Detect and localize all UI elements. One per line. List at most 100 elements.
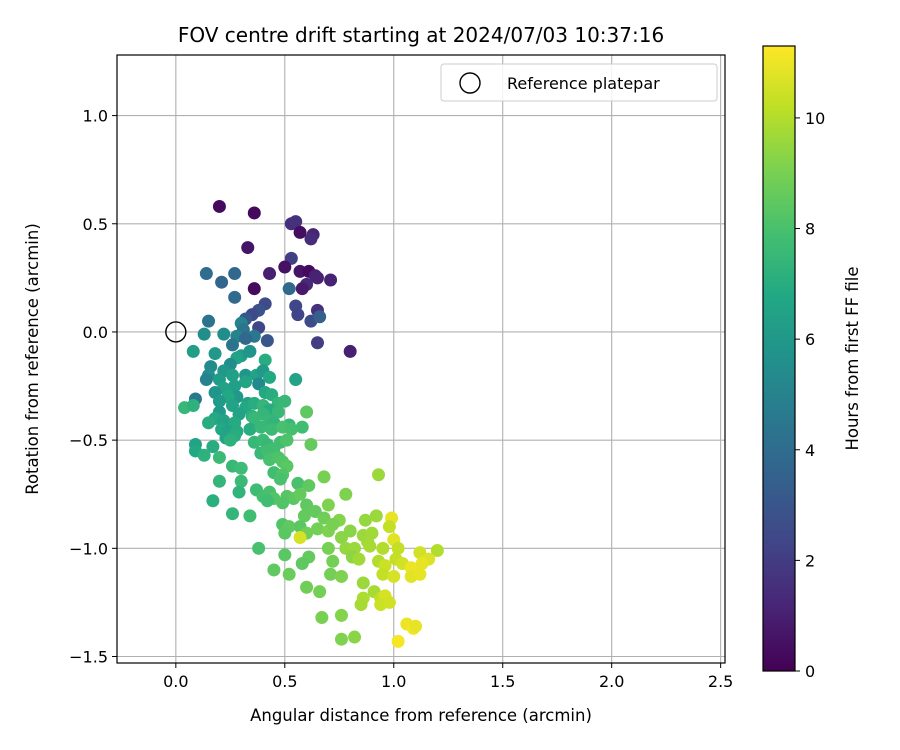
data-point: [295, 282, 309, 296]
data-point: [212, 450, 226, 464]
data-point: [225, 507, 239, 521]
data-point: [376, 567, 390, 581]
data-point: [228, 290, 242, 304]
data-point: [352, 552, 366, 566]
legend-label-reference: Reference platepar: [507, 74, 660, 93]
x-axis-label: Angular distance from reference (arcmin): [250, 706, 592, 725]
data-point: [334, 569, 348, 583]
data-point: [284, 422, 298, 436]
y-axis-label: Rotation from reference (arcmin): [23, 223, 42, 495]
data-point: [243, 422, 257, 436]
data-point: [263, 267, 277, 281]
data-point: [241, 241, 255, 255]
colorbar: 0 2 4 6 8 10 Hours from first FF file: [762, 45, 862, 681]
data-point: [212, 474, 226, 488]
data-point: [321, 541, 335, 555]
data-point: [273, 472, 287, 486]
data-point: [334, 632, 348, 646]
data-point: [409, 619, 423, 633]
grid: [117, 55, 725, 663]
data-point: [300, 580, 314, 594]
y-tick-label: 0.0: [83, 323, 108, 342]
data-point: [217, 327, 231, 341]
data-point: [282, 282, 296, 296]
data-point: [243, 509, 257, 523]
data-point: [212, 394, 226, 408]
data-point: [278, 260, 292, 274]
data-point: [415, 556, 429, 570]
data-point: [358, 513, 372, 527]
data-point: [339, 487, 353, 501]
legend-marker-reference: [459, 72, 481, 94]
data-point: [313, 310, 327, 324]
data-point: [354, 598, 368, 612]
data-point: [302, 479, 316, 493]
data-point: [291, 308, 305, 322]
x-tick-label: 1.0: [381, 672, 406, 691]
data-point: [293, 531, 307, 545]
data-point: [199, 267, 213, 281]
data-point: [271, 405, 285, 419]
y-tick-label: −1.0: [69, 539, 108, 558]
data-point: [324, 273, 338, 287]
data-point: [372, 468, 386, 482]
data-point: [223, 433, 237, 447]
data-point: [382, 520, 396, 534]
reference-platepar-marker: [165, 321, 187, 343]
data-point: [265, 422, 279, 436]
data-point: [321, 498, 335, 512]
data-point: [215, 275, 229, 289]
data-point: [387, 569, 401, 583]
data-point: [263, 370, 277, 384]
data-point: [334, 531, 348, 545]
data-point: [343, 344, 357, 358]
data-point: [291, 476, 305, 490]
data-point: [348, 630, 362, 644]
data-point: [310, 336, 324, 350]
data-point: [289, 373, 303, 387]
y-tick-label: −1.5: [69, 648, 108, 667]
data-point: [293, 487, 307, 501]
data-point: [232, 485, 246, 499]
y-tick-label: 1.0: [83, 107, 108, 126]
data-point: [186, 399, 200, 413]
data-point: [317, 470, 331, 484]
x-tick-label: 0.5: [272, 672, 297, 691]
data-point: [197, 448, 211, 462]
data-point: [258, 353, 272, 367]
data-point: [413, 567, 427, 581]
data-point: [260, 334, 274, 348]
colorbar-tick-label: 6: [805, 330, 815, 349]
y-tick-label: −0.5: [69, 431, 108, 450]
data-point: [212, 199, 226, 213]
data-point: [260, 494, 274, 508]
legend: Reference platepar: [440, 63, 718, 102]
colorbar-label: Hours from first FF file: [843, 266, 862, 450]
colorbar-tick-label: 10: [805, 109, 825, 128]
data-point: [228, 379, 242, 393]
colorbar-tick-label: 8: [805, 220, 815, 239]
x-tick-label: 1.5: [490, 672, 515, 691]
data-point: [202, 314, 216, 328]
x-tick-label: 2.5: [708, 672, 733, 691]
data-point: [326, 554, 340, 568]
data-point: [239, 331, 253, 345]
data-point: [382, 595, 396, 609]
y-tick-label: 0.5: [83, 215, 108, 234]
data-point: [186, 344, 200, 358]
colorbar-tick-label: 2: [805, 551, 815, 570]
data-point: [276, 496, 290, 510]
colorbar-tick-label: 0: [805, 662, 815, 681]
data-point: [297, 509, 311, 523]
data-point: [282, 567, 296, 581]
data-point: [208, 347, 222, 361]
data-point: [206, 440, 220, 454]
data-point: [376, 541, 390, 555]
data-point: [295, 420, 309, 434]
data-point: [228, 267, 242, 281]
data-point: [225, 368, 239, 382]
data-point: [247, 206, 261, 220]
data-point: [234, 461, 248, 475]
data-point: [280, 433, 294, 447]
